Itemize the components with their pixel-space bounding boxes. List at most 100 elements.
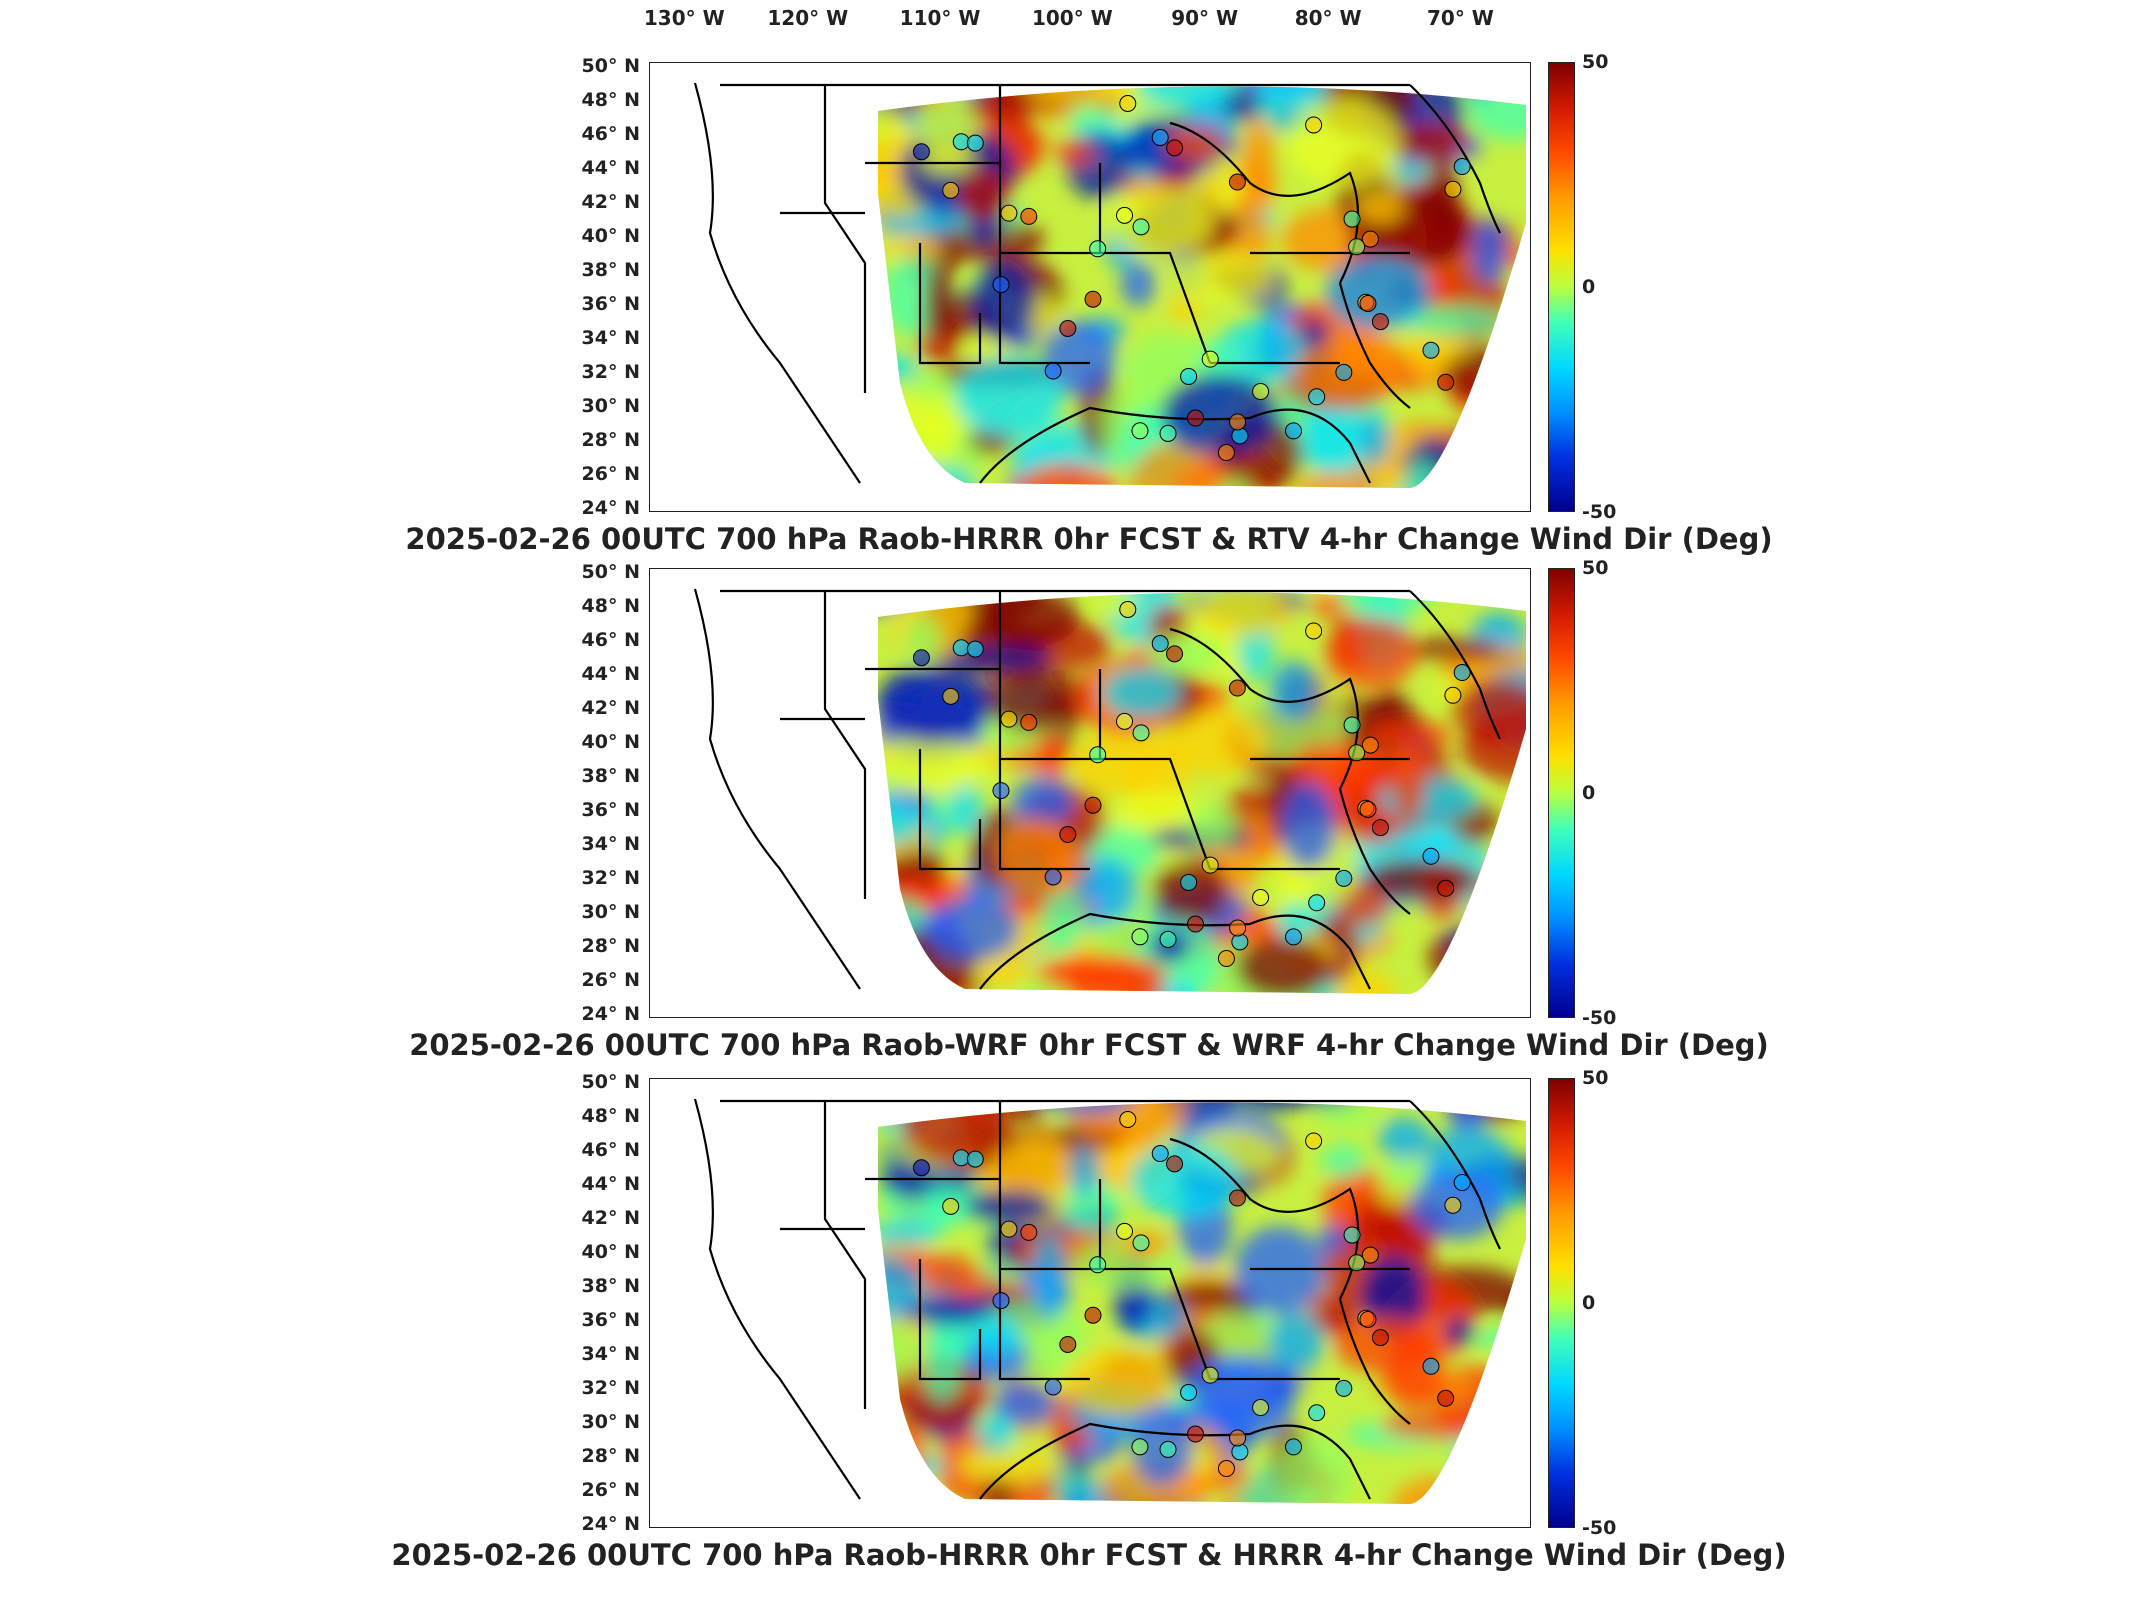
station-marker bbox=[912, 143, 930, 161]
station-marker bbox=[1044, 362, 1062, 380]
station-marker bbox=[992, 276, 1010, 294]
station-marker bbox=[1186, 1425, 1204, 1443]
lat-tick: 38° N bbox=[581, 765, 640, 787]
station-marker bbox=[1020, 1223, 1038, 1241]
lat-tick: 28° N bbox=[581, 935, 640, 957]
lat-tick: 30° N bbox=[581, 395, 640, 417]
station-marker bbox=[1119, 95, 1137, 113]
wind-direction-map bbox=[649, 1078, 1531, 1528]
station-marker bbox=[1348, 238, 1366, 256]
station-marker bbox=[1343, 716, 1361, 734]
station-marker bbox=[1131, 422, 1149, 440]
station-marker bbox=[1217, 950, 1235, 968]
station-marker bbox=[1231, 427, 1249, 445]
latitude-axis: 50° N 48° N 46° N 44° N 42° N 40° N 38° N 36° N… bbox=[580, 1071, 646, 1535]
latitude-axis: 50° N 48° N 46° N 44° N 42° N 40° N 38° N 36° N… bbox=[580, 561, 646, 1025]
station-marker bbox=[1305, 1132, 1323, 1150]
station-marker bbox=[1335, 869, 1353, 887]
colorbar bbox=[1548, 1078, 1575, 1528]
station-marker bbox=[1228, 679, 1246, 697]
station-marker bbox=[1308, 1404, 1326, 1422]
station-marker bbox=[1229, 919, 1247, 937]
station-marker bbox=[1180, 1383, 1198, 1401]
station-marker bbox=[1186, 409, 1204, 427]
station-marker bbox=[1285, 422, 1303, 440]
station-marker bbox=[1166, 1155, 1184, 1173]
station-marker bbox=[942, 181, 960, 199]
lat-tick: 44° N bbox=[581, 1173, 640, 1195]
lat-tick: 34° N bbox=[581, 1343, 640, 1365]
station-marker bbox=[1361, 736, 1379, 754]
station-marker bbox=[1159, 930, 1177, 948]
station-marker bbox=[1201, 350, 1219, 368]
map-panel-2: 50° N 48° N 46° N 44° N 42° N 40° N 38° N 36° N… bbox=[0, 557, 2133, 1078]
station-marker bbox=[1180, 873, 1198, 891]
station-marker bbox=[1308, 894, 1326, 912]
station-marker bbox=[1361, 230, 1379, 248]
station-marker bbox=[1116, 712, 1134, 730]
station-marker bbox=[1059, 319, 1077, 337]
station-marker bbox=[1131, 928, 1149, 946]
station-marker bbox=[952, 1149, 970, 1167]
station-marker bbox=[1119, 1111, 1137, 1129]
lat-tick: 32° N bbox=[581, 1377, 640, 1399]
colorbar bbox=[1548, 568, 1575, 1018]
station-marker bbox=[1020, 713, 1038, 731]
panel-title: 2025-02-26 00UTC 700 hPa Raob-HRRR 0hr F… bbox=[391, 1538, 1787, 1572]
station-marker bbox=[1231, 933, 1249, 951]
colorbar-mid-label: 0 bbox=[1582, 782, 1596, 804]
raob-stations bbox=[912, 95, 1471, 462]
wind-direction-field bbox=[878, 592, 1526, 994]
station-marker bbox=[1159, 424, 1177, 442]
lat-tick: 34° N bbox=[581, 327, 640, 349]
lat-tick: 34° N bbox=[581, 833, 640, 855]
lat-tick: 48° N bbox=[581, 1105, 640, 1127]
raob-stations bbox=[912, 1111, 1471, 1478]
station-marker bbox=[1059, 1335, 1077, 1353]
lat-tick: 42° N bbox=[581, 1207, 640, 1229]
lon-tick: 120° W bbox=[767, 6, 849, 30]
station-marker bbox=[1285, 928, 1303, 946]
station-marker bbox=[1348, 1254, 1366, 1272]
lon-tick: 130° W bbox=[643, 6, 725, 30]
station-marker bbox=[1228, 1189, 1246, 1207]
station-marker bbox=[1119, 601, 1137, 619]
lat-tick: 36° N bbox=[581, 799, 640, 821]
station-marker bbox=[1084, 290, 1102, 308]
colorbar-max-label: 50 bbox=[1582, 557, 1609, 579]
station-marker bbox=[1453, 1174, 1471, 1192]
station-marker bbox=[1044, 868, 1062, 886]
station-marker bbox=[1359, 294, 1377, 312]
station-marker bbox=[1444, 686, 1462, 704]
station-marker bbox=[1371, 819, 1389, 837]
station-marker bbox=[1228, 173, 1246, 191]
station-marker bbox=[1217, 444, 1235, 462]
station-marker bbox=[1361, 1246, 1379, 1264]
colorbar-mid-label: 0 bbox=[1582, 1292, 1596, 1314]
station-marker bbox=[942, 1197, 960, 1215]
station-marker bbox=[1020, 207, 1038, 225]
wind-direction-map bbox=[649, 568, 1531, 1018]
station-marker bbox=[966, 1150, 984, 1168]
lat-tick: 32° N bbox=[581, 361, 640, 383]
station-marker bbox=[1343, 1226, 1361, 1244]
station-marker bbox=[1453, 158, 1471, 176]
station-marker bbox=[1059, 825, 1077, 843]
lat-tick: 28° N bbox=[581, 1445, 640, 1467]
station-marker bbox=[1186, 915, 1204, 933]
lat-tick: 46° N bbox=[581, 123, 640, 145]
lat-tick: 50° N bbox=[581, 1071, 640, 1093]
station-marker bbox=[1151, 1145, 1169, 1163]
station-marker bbox=[1132, 1234, 1150, 1252]
lat-tick: 48° N bbox=[581, 595, 640, 617]
station-marker bbox=[1371, 1329, 1389, 1347]
station-marker bbox=[992, 782, 1010, 800]
colorbar-min-label: -50 bbox=[1582, 1007, 1617, 1029]
station-marker bbox=[952, 639, 970, 657]
lat-tick: 44° N bbox=[581, 157, 640, 179]
station-marker bbox=[1229, 1429, 1247, 1447]
station-marker bbox=[1166, 139, 1184, 157]
station-marker bbox=[992, 1292, 1010, 1310]
station-marker bbox=[1089, 1256, 1107, 1274]
station-marker bbox=[1252, 889, 1270, 907]
